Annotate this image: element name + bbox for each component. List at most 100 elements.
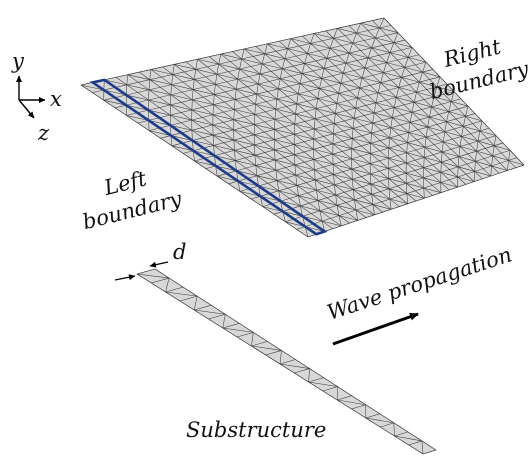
mesh-diagonal xyxy=(355,210,359,221)
mesh-diagonal xyxy=(393,42,413,48)
mesh-diagonal xyxy=(149,69,152,80)
mesh-diagonal xyxy=(338,83,342,94)
strip-row-line xyxy=(251,341,268,347)
strip-row-line xyxy=(279,359,296,365)
strip-diagonal xyxy=(337,399,366,406)
mesh-diagonal xyxy=(148,99,171,106)
mesh-diagonal xyxy=(396,97,415,103)
mesh-diagonal xyxy=(314,179,317,191)
mesh-diagonal xyxy=(275,108,296,115)
mesh-diagonal xyxy=(256,93,277,100)
z-axis-label: z xyxy=(37,121,50,145)
mesh-diagonal xyxy=(274,160,277,171)
mesh-diagonal xyxy=(370,133,372,144)
mesh-diagonal xyxy=(401,77,420,83)
dimension-arrow-left xyxy=(114,274,136,281)
mesh-diagonal xyxy=(427,126,445,133)
mesh-diagonal xyxy=(170,125,192,131)
mesh-diagonal xyxy=(317,200,321,211)
mesh-col-line xyxy=(115,77,334,229)
mesh-diagonal xyxy=(287,38,292,49)
mesh-diagonal xyxy=(284,48,288,59)
mesh-diagonal xyxy=(319,210,323,222)
mesh-diagonal xyxy=(314,108,317,119)
mesh-diagonal xyxy=(354,199,373,205)
mesh-diagonal xyxy=(423,147,426,158)
mesh-diagonal xyxy=(215,74,218,85)
mesh-diagonal xyxy=(126,94,149,101)
mesh-diagonal xyxy=(383,62,387,73)
mesh-diagonal xyxy=(367,57,387,63)
mesh-diagonal xyxy=(170,84,172,95)
mesh-diagonal xyxy=(319,78,322,89)
mesh-diagonal xyxy=(294,134,314,140)
mesh-diagonal xyxy=(444,131,462,137)
mesh-diagonal xyxy=(491,165,508,171)
mesh-diagonal xyxy=(314,33,334,39)
strip-row-line xyxy=(380,422,394,428)
mesh-diagonal xyxy=(333,38,353,44)
mesh-diagonal xyxy=(262,63,283,69)
mesh-diagonal xyxy=(197,58,219,65)
mesh-diagonal xyxy=(326,58,347,64)
mesh-diagonal xyxy=(409,112,413,123)
mesh-diagonal xyxy=(367,47,372,58)
mesh-diagonal xyxy=(492,145,495,156)
mesh-diagonal xyxy=(338,92,358,99)
mesh-diagonal xyxy=(388,178,390,189)
mesh-diagonal xyxy=(290,38,311,44)
mesh-diagonal xyxy=(475,161,492,167)
mesh-diagonal xyxy=(193,150,215,156)
strip-diagonal xyxy=(194,309,226,315)
substructure-label: Substructure xyxy=(186,418,326,442)
mesh-diagonal xyxy=(172,64,175,75)
mesh-diagonal xyxy=(425,127,428,138)
mesh-col-line xyxy=(372,20,516,168)
strip-diagonal xyxy=(279,363,310,369)
mesh-diagonal xyxy=(390,117,393,128)
mesh-diagonal xyxy=(419,81,437,88)
mesh-diagonal xyxy=(170,114,192,121)
mesh-diagonal xyxy=(241,58,263,65)
mesh-diagonal xyxy=(239,58,242,70)
mesh-diagonal xyxy=(316,190,319,201)
mesh-diagonal xyxy=(337,28,357,34)
mesh-diagonal xyxy=(150,69,173,75)
mesh-diagonal xyxy=(319,210,340,216)
mesh-diagonal xyxy=(304,53,308,64)
mesh-diagonal xyxy=(170,125,172,136)
mesh-diagonal xyxy=(314,169,334,175)
mesh-diagonal xyxy=(191,130,214,136)
mesh-diagonal xyxy=(170,104,192,111)
strip-diagonal xyxy=(308,368,310,383)
mesh-diagonal xyxy=(264,53,285,59)
mesh-diagonal xyxy=(476,141,479,152)
mesh-diagonal xyxy=(343,63,347,74)
mesh-diagonal xyxy=(127,74,150,80)
mesh-diagonal xyxy=(479,130,497,136)
mesh-diagonal xyxy=(436,76,441,87)
mesh-diagonal xyxy=(254,144,275,151)
mesh-diagonal xyxy=(370,173,389,179)
width-symbol: d xyxy=(173,240,186,264)
mesh-diagonal xyxy=(407,47,413,58)
mesh-diagonal xyxy=(352,118,355,129)
mesh-diagonal xyxy=(372,204,375,215)
mesh-diagonal xyxy=(352,179,354,190)
strip-row-line xyxy=(322,386,338,392)
mesh-diagonal xyxy=(388,157,407,164)
mesh-diagonal xyxy=(444,121,447,132)
mesh-diagonal xyxy=(213,104,235,110)
mesh-diagonal xyxy=(235,160,256,166)
mesh-diagonal xyxy=(457,156,460,167)
mesh-diagonal xyxy=(351,148,371,154)
mesh-diagonal xyxy=(338,215,358,221)
mesh-diagonal xyxy=(406,172,424,179)
mesh-diagonal xyxy=(274,129,295,135)
dimension-arrow-right xyxy=(149,261,169,268)
mesh-diagonal xyxy=(234,150,236,161)
mesh-diagonal xyxy=(406,162,424,168)
mesh-diagonal xyxy=(371,122,373,134)
mesh-diagonal xyxy=(370,183,390,190)
mesh-diagonal xyxy=(352,179,371,185)
